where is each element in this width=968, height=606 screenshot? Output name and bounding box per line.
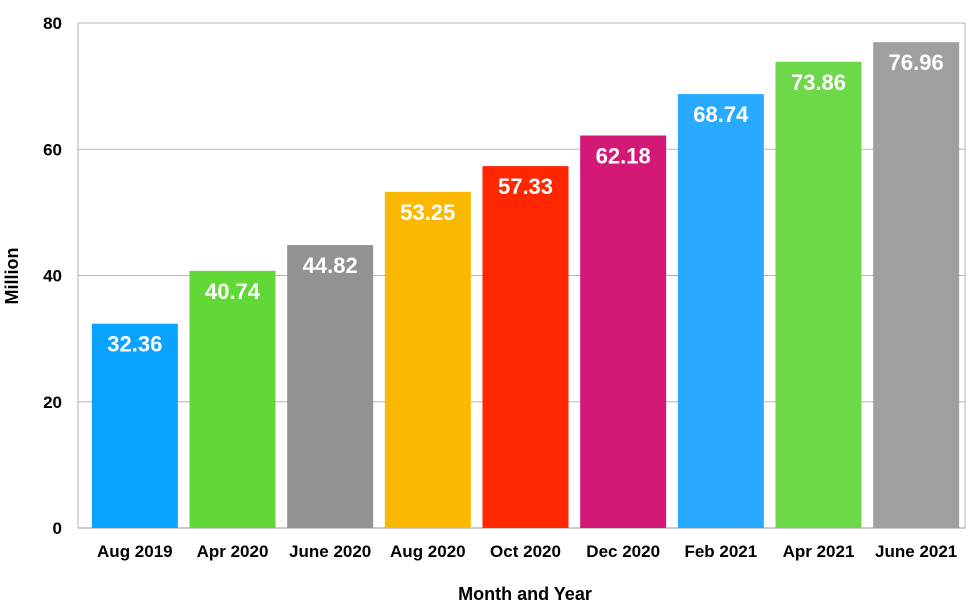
y-tick-label: 0 bbox=[53, 519, 62, 538]
bar-value-label: 40.74 bbox=[205, 279, 261, 304]
bar bbox=[482, 166, 569, 528]
bar-value-label: 44.82 bbox=[303, 253, 358, 278]
x-tick-label: Dec 2020 bbox=[586, 542, 660, 561]
bar bbox=[677, 94, 764, 529]
y-axis-title: Million bbox=[2, 248, 22, 305]
bar bbox=[580, 135, 667, 528]
bar bbox=[384, 191, 471, 528]
bar-value-label: 62.18 bbox=[596, 143, 651, 168]
x-tick-label: Oct 2020 bbox=[490, 542, 561, 561]
x-tick-label: June 2020 bbox=[289, 542, 371, 561]
bar-value-label: 68.74 bbox=[693, 102, 749, 127]
bar bbox=[189, 270, 276, 528]
y-axis: 0 20 40 60 80 bbox=[43, 14, 62, 538]
bar-value-label: 53.25 bbox=[400, 200, 455, 225]
bar-value-label: 76.96 bbox=[889, 50, 944, 75]
y-tick-label: 60 bbox=[43, 140, 62, 159]
bar bbox=[873, 42, 960, 528]
y-tick-label: 40 bbox=[43, 267, 62, 286]
x-tick-label: Apr 2021 bbox=[783, 542, 855, 561]
x-tick-label: Feb 2021 bbox=[684, 542, 757, 561]
bar bbox=[287, 245, 374, 529]
x-tick-label: Aug 2019 bbox=[97, 542, 173, 561]
bar-value-label: 73.86 bbox=[791, 70, 846, 95]
bar bbox=[775, 61, 862, 528]
x-tick-label: Aug 2020 bbox=[390, 542, 466, 561]
bar-value-label: 57.33 bbox=[498, 174, 553, 199]
y-tick-label: 80 bbox=[43, 14, 62, 33]
bar bbox=[91, 323, 178, 528]
x-axis: Aug 2019 Apr 2020 June 2020 Aug 2020 Oct 202… bbox=[97, 542, 957, 561]
bar-value-label: 32.36 bbox=[107, 332, 162, 357]
x-axis-title: Month and Year bbox=[458, 584, 592, 604]
y-tick-label: 20 bbox=[43, 393, 62, 412]
x-tick-label: Apr 2020 bbox=[197, 542, 269, 561]
x-tick-label: June 2021 bbox=[875, 542, 957, 561]
bars: 32.36 40.74 44.82 53.25 57.33 62.18 68.74 73.86… bbox=[91, 42, 960, 529]
